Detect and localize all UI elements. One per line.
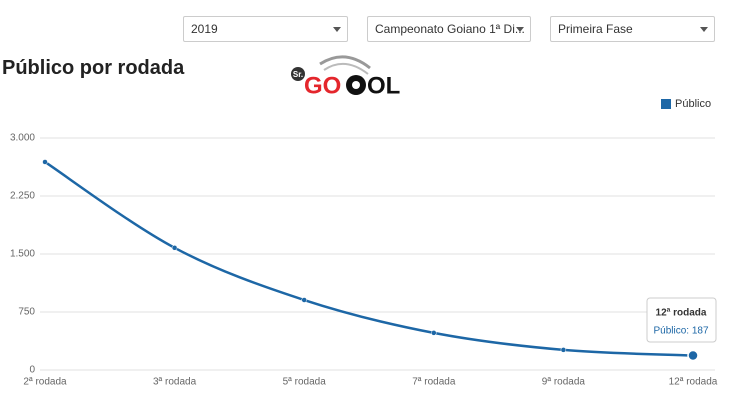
data-point (687, 349, 699, 362)
y-tick-label: 3.000 (10, 133, 35, 144)
y-tick-label: 1.500 (10, 249, 35, 260)
x-tick-label: 5ª rodada (283, 377, 327, 388)
championship-select[interactable]: Campeonato Goiano 1ª Di... (367, 16, 531, 42)
select-value: Primeira Fase (558, 22, 633, 36)
data-point (42, 159, 48, 165)
data-point (560, 347, 567, 353)
phase-select[interactable]: Primeira Fase (550, 16, 715, 42)
y-tick-label: 0 (29, 365, 35, 376)
x-tick-label: 7ª rodada (412, 377, 456, 388)
chart-title: Público por rodada (2, 57, 185, 79)
x-tick-label: 2ª rodada (23, 377, 67, 388)
select-value: Campeonato Goiano 1ª Di... (375, 22, 525, 36)
y-tick-label: 750 (18, 307, 35, 318)
tooltip-box (646, 297, 717, 343)
legend-label: Público (675, 98, 711, 110)
data-point (431, 330, 437, 336)
tooltip-title: 12ª rodada (656, 308, 707, 319)
tooltip-label: Público: 187 (653, 326, 708, 337)
caret (333, 27, 341, 32)
caret (516, 27, 524, 32)
logo-end: OL (367, 72, 400, 99)
data-point (171, 245, 178, 251)
select-value: 2019 (191, 22, 218, 36)
logo: Sr. GO OL (291, 55, 400, 99)
x-tick-label: 3ª rodada (153, 377, 197, 388)
y-tick-label: 2.250 (10, 191, 35, 202)
x-tick-label: 12ª rodada (669, 377, 718, 388)
year-select[interactable]: 2019 (183, 16, 348, 42)
caret (700, 27, 708, 32)
x-tick-label: 9ª rodada (542, 377, 586, 388)
series-line (44, 160, 694, 357)
legend-swatch (661, 99, 671, 109)
logo-start: GO (304, 72, 341, 99)
logo-prefix: Sr. (293, 70, 303, 79)
data-point (301, 297, 307, 303)
